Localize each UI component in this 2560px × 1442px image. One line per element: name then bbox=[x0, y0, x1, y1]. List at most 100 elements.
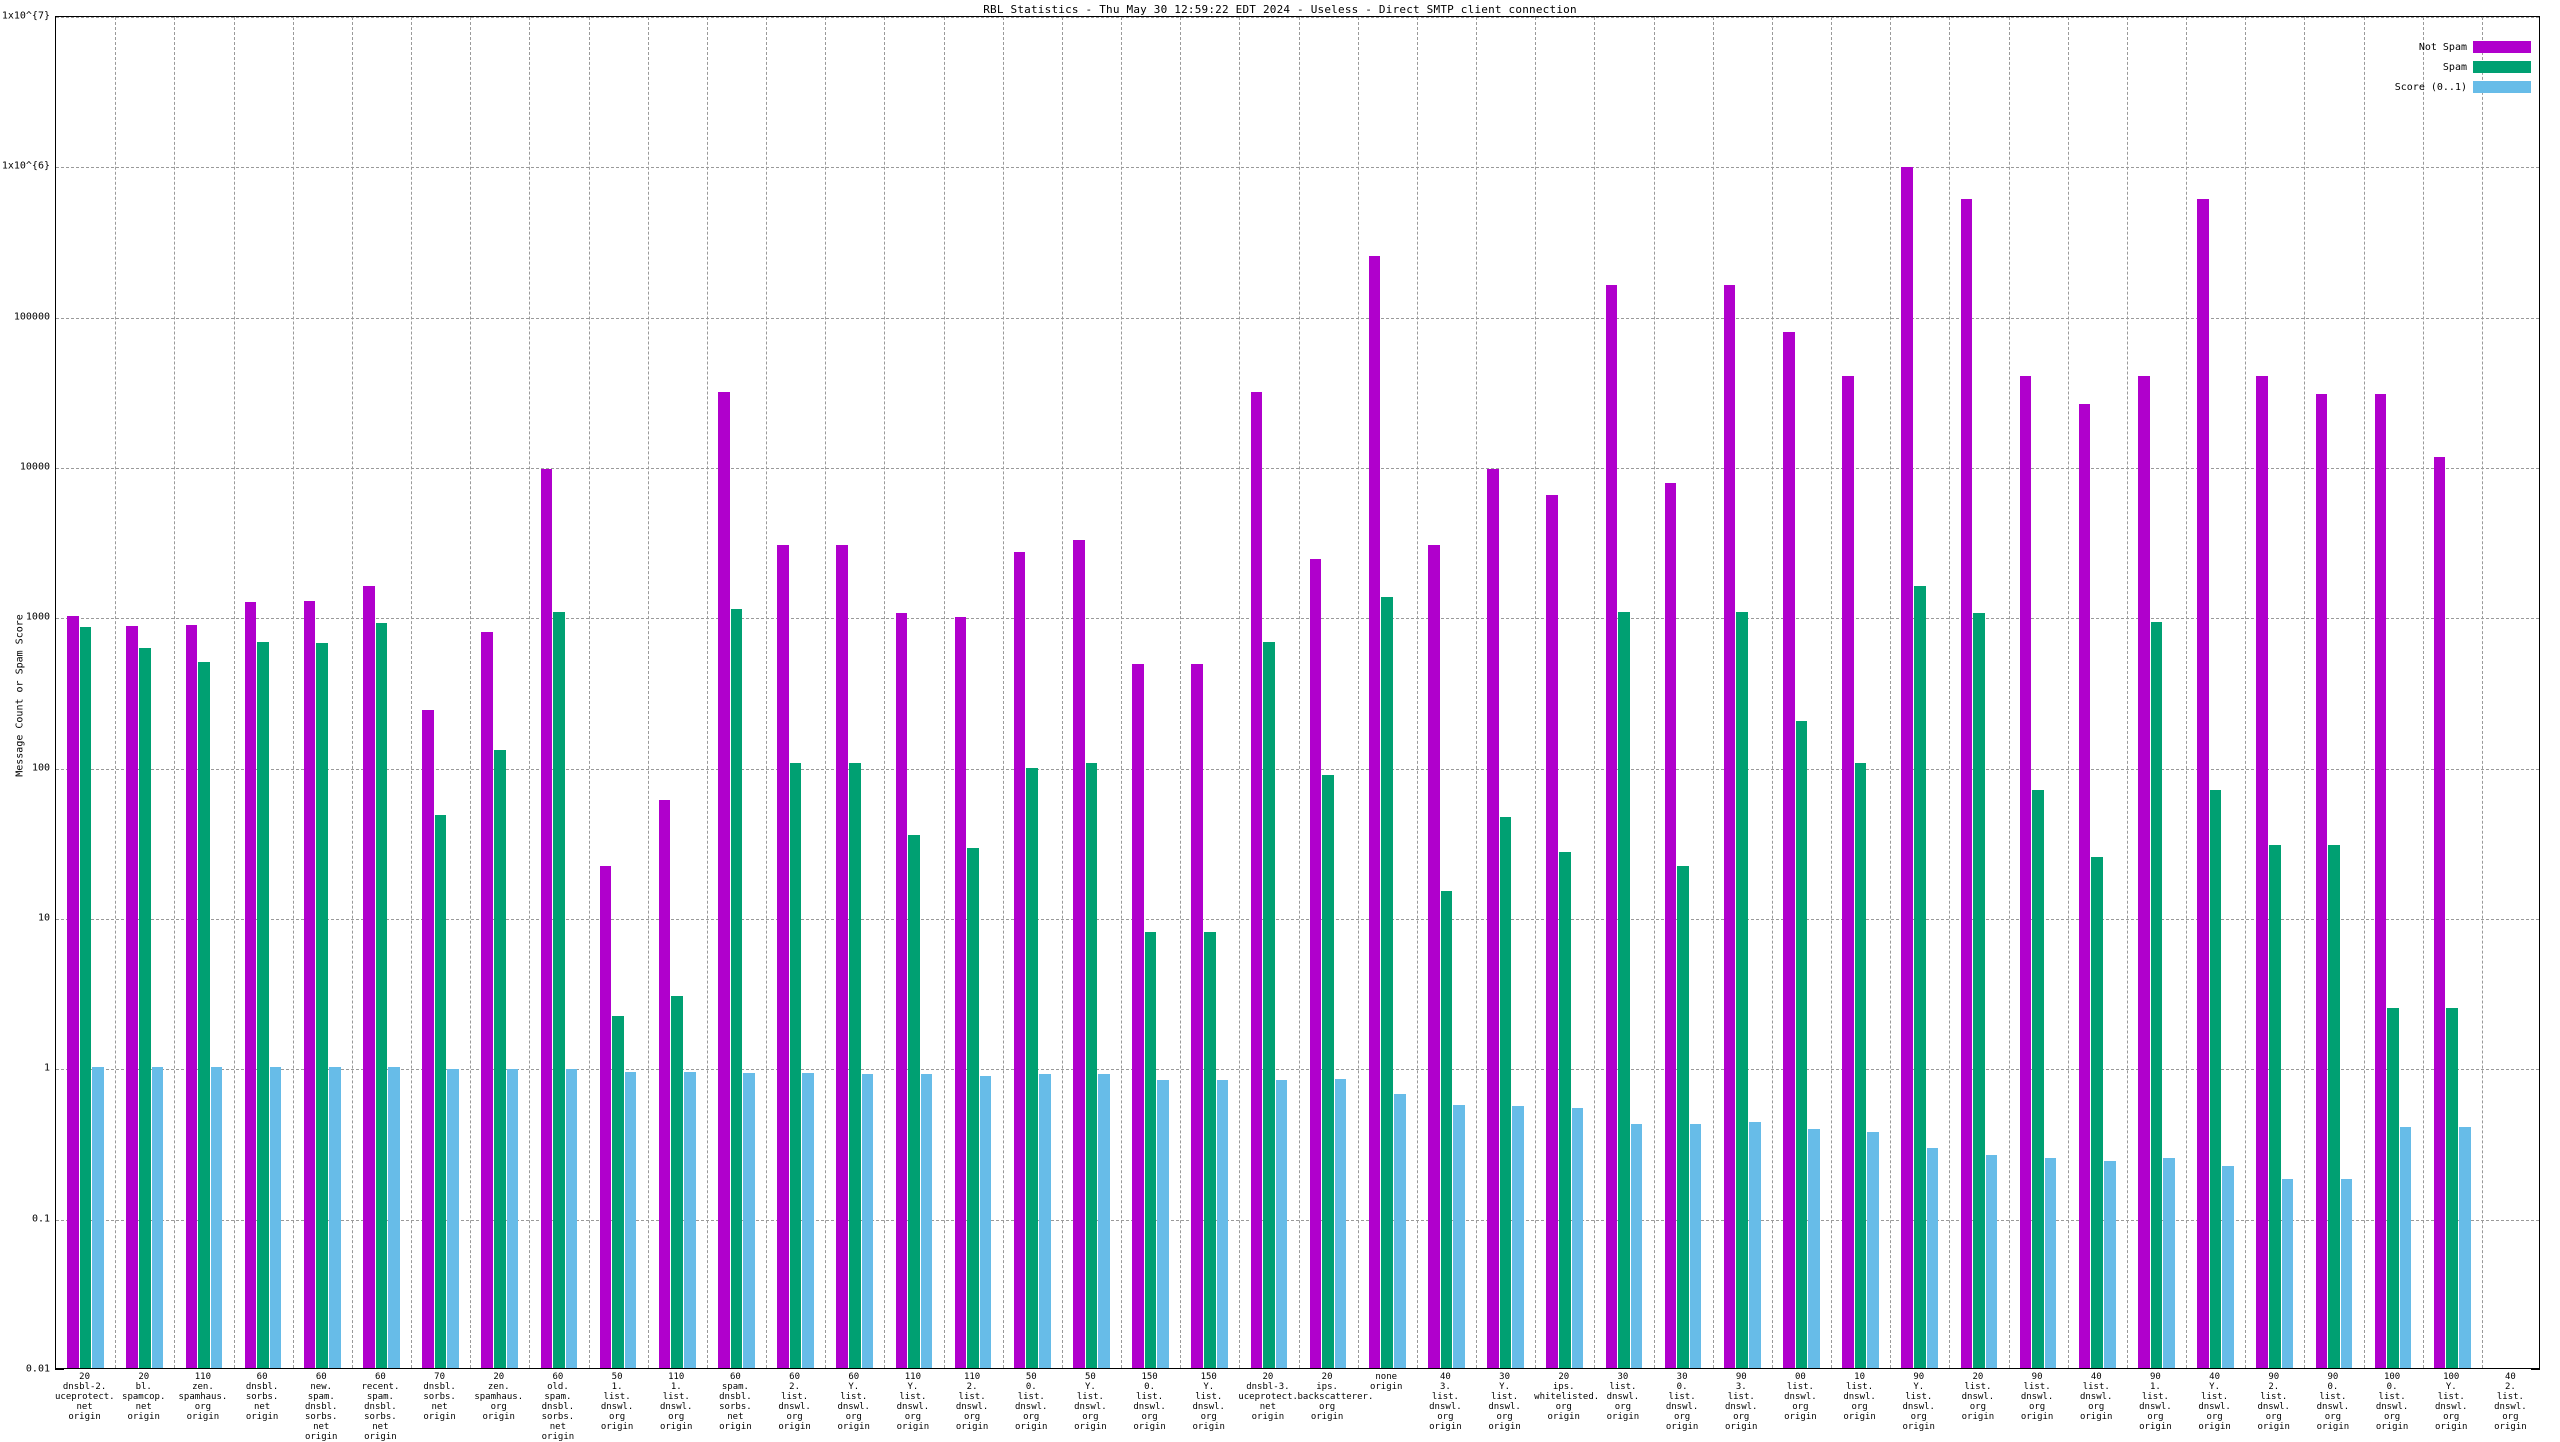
bar-spam bbox=[2032, 789, 2044, 1368]
gridline-horizontal bbox=[56, 1069, 2539, 1071]
bar-group bbox=[1546, 17, 1584, 1368]
bar-score bbox=[2459, 1127, 2471, 1368]
bar-not-spam bbox=[363, 585, 375, 1368]
x-label-line: dnswl. bbox=[2375, 1402, 2409, 1412]
x-label-count: 150 bbox=[1141, 1372, 1158, 1382]
bar-score bbox=[565, 1069, 578, 1368]
x-label-line: sorbs. bbox=[364, 1412, 397, 1422]
bar-score bbox=[2281, 1179, 2294, 1368]
x-label-line: 0. bbox=[2386, 1382, 2398, 1392]
bar-group bbox=[303, 17, 341, 1368]
bar-score bbox=[506, 1068, 519, 1368]
x-tick-label: 90 list. dnswl. org origin bbox=[2008, 1372, 2067, 1422]
x-label-line: 2. bbox=[2504, 1382, 2516, 1392]
bar-not-spam bbox=[2197, 198, 2209, 1368]
x-tick-label: 50 Y. list. dnswl. org origin bbox=[1061, 1372, 1120, 1432]
x-label-line: origin bbox=[896, 1422, 930, 1432]
x-tick-label: 90 2. list. dnswl. org origin bbox=[2244, 1372, 2303, 1432]
x-label-line: org bbox=[845, 1412, 862, 1422]
bar-score bbox=[210, 1067, 223, 1368]
x-label-line: list. bbox=[2496, 1392, 2524, 1402]
bar-not-spam bbox=[1960, 198, 1973, 1368]
chart-title: RBL Statistics - Thu May 30 12:59:22 EDT… bbox=[983, 3, 1577, 16]
bar-score bbox=[1867, 1132, 1879, 1368]
bar-spam bbox=[2150, 621, 2163, 1368]
gridline-vertical bbox=[2304, 17, 2306, 1368]
x-label-count: 10 bbox=[1854, 1372, 1865, 1382]
x-label-count: 50 bbox=[611, 1372, 623, 1382]
bar-score bbox=[1926, 1148, 1939, 1368]
gridline-vertical bbox=[588, 17, 590, 1368]
gridline-vertical bbox=[1061, 17, 1063, 1368]
bar-group bbox=[1073, 17, 1110, 1368]
bar-not-spam bbox=[1428, 544, 1440, 1368]
x-label-line: org bbox=[1496, 1412, 1513, 1422]
bar-spam bbox=[2446, 1007, 2458, 1368]
bar-score bbox=[1571, 1107, 1584, 1368]
x-label-count: 110 bbox=[963, 1372, 981, 1382]
x-label-line: dnsbl. bbox=[423, 1382, 456, 1392]
bar-group bbox=[836, 17, 874, 1368]
x-label-line: org bbox=[2383, 1412, 2401, 1422]
bar-score bbox=[1512, 1106, 1524, 1368]
bar-not-spam bbox=[2138, 375, 2150, 1368]
x-label-line: origin bbox=[245, 1412, 279, 1422]
x-label-line: sorbs. bbox=[719, 1402, 752, 1412]
bar-spam bbox=[1795, 721, 1808, 1368]
bar-series-container bbox=[56, 17, 2539, 1368]
bar-not-spam bbox=[777, 544, 789, 1368]
x-label-line: spamhaus. bbox=[474, 1392, 524, 1402]
gridline-vertical bbox=[706, 17, 708, 1368]
x-label-count: 40 bbox=[2504, 1372, 2516, 1382]
x-label-count: 60 bbox=[848, 1372, 860, 1382]
x-tick-label: 10 list. dnswl. org origin bbox=[1830, 1372, 1889, 1422]
bar-score bbox=[1985, 1155, 1998, 1368]
plot-area: Not Spam Spam Score (0..1) bbox=[55, 16, 2540, 1369]
x-tick-label: 90 3. list. dnswl. org origin bbox=[1712, 1372, 1771, 1432]
bar-spam bbox=[316, 643, 328, 1368]
x-label-line: net bbox=[135, 1402, 152, 1412]
x-label-line: list. bbox=[2260, 1392, 2288, 1402]
bar-not-spam bbox=[658, 800, 671, 1368]
x-label-line: list. bbox=[2319, 1392, 2347, 1402]
bar-spam bbox=[1973, 612, 1985, 1368]
bar-spam bbox=[908, 835, 920, 1368]
gridline-vertical bbox=[825, 17, 827, 1368]
x-label-line: origin bbox=[1014, 1422, 1048, 1432]
x-label-line: 1. bbox=[611, 1382, 623, 1392]
bar-spam bbox=[2209, 789, 2222, 1368]
bar-not-spam bbox=[1605, 284, 1618, 1368]
x-label-line: org bbox=[2206, 1412, 2223, 1422]
x-label-line: dnsbl-2. bbox=[62, 1382, 107, 1392]
x-tick-label: 110 1. list. dnswl. org origin bbox=[647, 1372, 706, 1432]
x-label-line: origin bbox=[1429, 1422, 1462, 1432]
bar-spam bbox=[671, 995, 683, 1368]
x-label-line: origin bbox=[1724, 1422, 1758, 1432]
bar-spam bbox=[198, 661, 210, 1368]
gridline-vertical bbox=[2186, 17, 2187, 1368]
x-label-line: dnswl. bbox=[837, 1402, 870, 1412]
x-label-line: origin bbox=[1843, 1412, 1876, 1422]
x-label-line: dnswl. bbox=[2139, 1402, 2172, 1412]
x-label-line: dnsbl. bbox=[364, 1402, 397, 1412]
bar-score bbox=[1039, 1074, 1051, 1368]
x-label-line: list. bbox=[958, 1392, 986, 1402]
bar-score bbox=[1630, 1123, 1643, 1368]
x-label-line: dnswl. bbox=[2020, 1392, 2054, 1402]
bar-spam bbox=[1736, 611, 1748, 1368]
bar-group bbox=[1901, 17, 1939, 1368]
bar-spam bbox=[2328, 845, 2340, 1368]
x-label-count: 30 bbox=[1499, 1372, 1510, 1382]
x-label-line: list. bbox=[840, 1392, 868, 1402]
x-label-line: origin bbox=[1192, 1422, 1225, 1432]
x-label-line: dnsbl-3. bbox=[1246, 1382, 1290, 1392]
x-label-line: Y. bbox=[1084, 1382, 1096, 1392]
x-label-count: 40 bbox=[2209, 1372, 2220, 1382]
bar-group bbox=[1664, 17, 1702, 1368]
x-label-line: Y. bbox=[1203, 1382, 1215, 1392]
bar-group bbox=[1132, 17, 1169, 1368]
x-tick-label: 150 Y. list. dnswl. org origin bbox=[1179, 1372, 1238, 1432]
x-label-line: org bbox=[1023, 1412, 1040, 1422]
bar-group bbox=[1368, 17, 1406, 1368]
x-label-line: origin bbox=[600, 1422, 634, 1432]
